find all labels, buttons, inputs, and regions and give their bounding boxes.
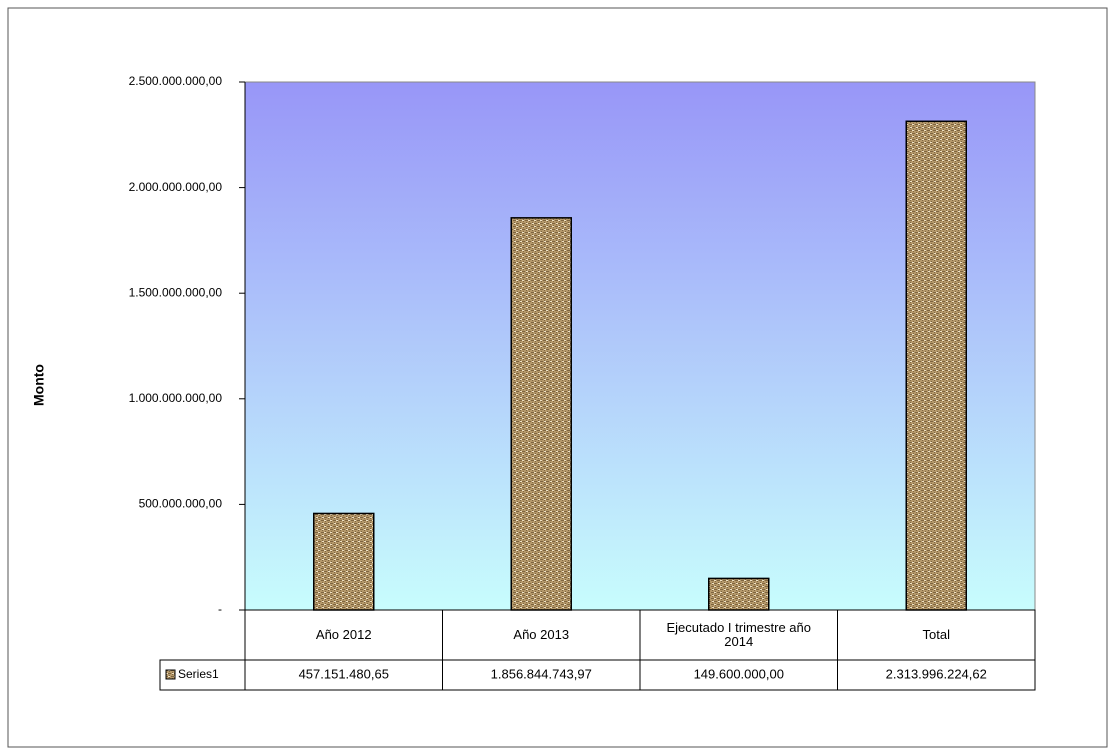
data-table-value: 1.856.844.743,97 <box>491 666 592 681</box>
x-tick-label: Total <box>922 627 950 642</box>
data-table-value: 2.313.996.224,62 <box>886 666 987 681</box>
y-tick-label: 500.000.000,00 <box>139 497 223 511</box>
plot-area <box>244 81 1036 611</box>
y-tick-label: 2.500.000.000,00 <box>129 74 223 88</box>
bar <box>708 577 770 611</box>
legend-swatch <box>165 669 176 680</box>
bar <box>313 512 375 611</box>
bar <box>510 217 572 611</box>
data-table-value: 149.600.000,00 <box>694 666 784 681</box>
y-tick-label: 2.000.000.000,00 <box>129 180 223 194</box>
data-row <box>159 659 1036 691</box>
data-table-value: 457.151.480,65 <box>299 666 389 681</box>
bar <box>905 120 967 611</box>
x-tick-label: Año 2013 <box>513 627 570 642</box>
y-tick-label: 1.000.000.000,00 <box>129 391 223 405</box>
legend-label: Series1 <box>178 667 219 681</box>
y-tick-label: - <box>218 602 222 616</box>
x-tick-label: Ejecutado I trimestre año 2014 <box>666 620 812 649</box>
x-tick-label: Año 2012 <box>315 627 372 642</box>
y-tick-label: 1.500.000.000,00 <box>129 285 223 299</box>
y-axis-label: Monto <box>31 364 47 406</box>
